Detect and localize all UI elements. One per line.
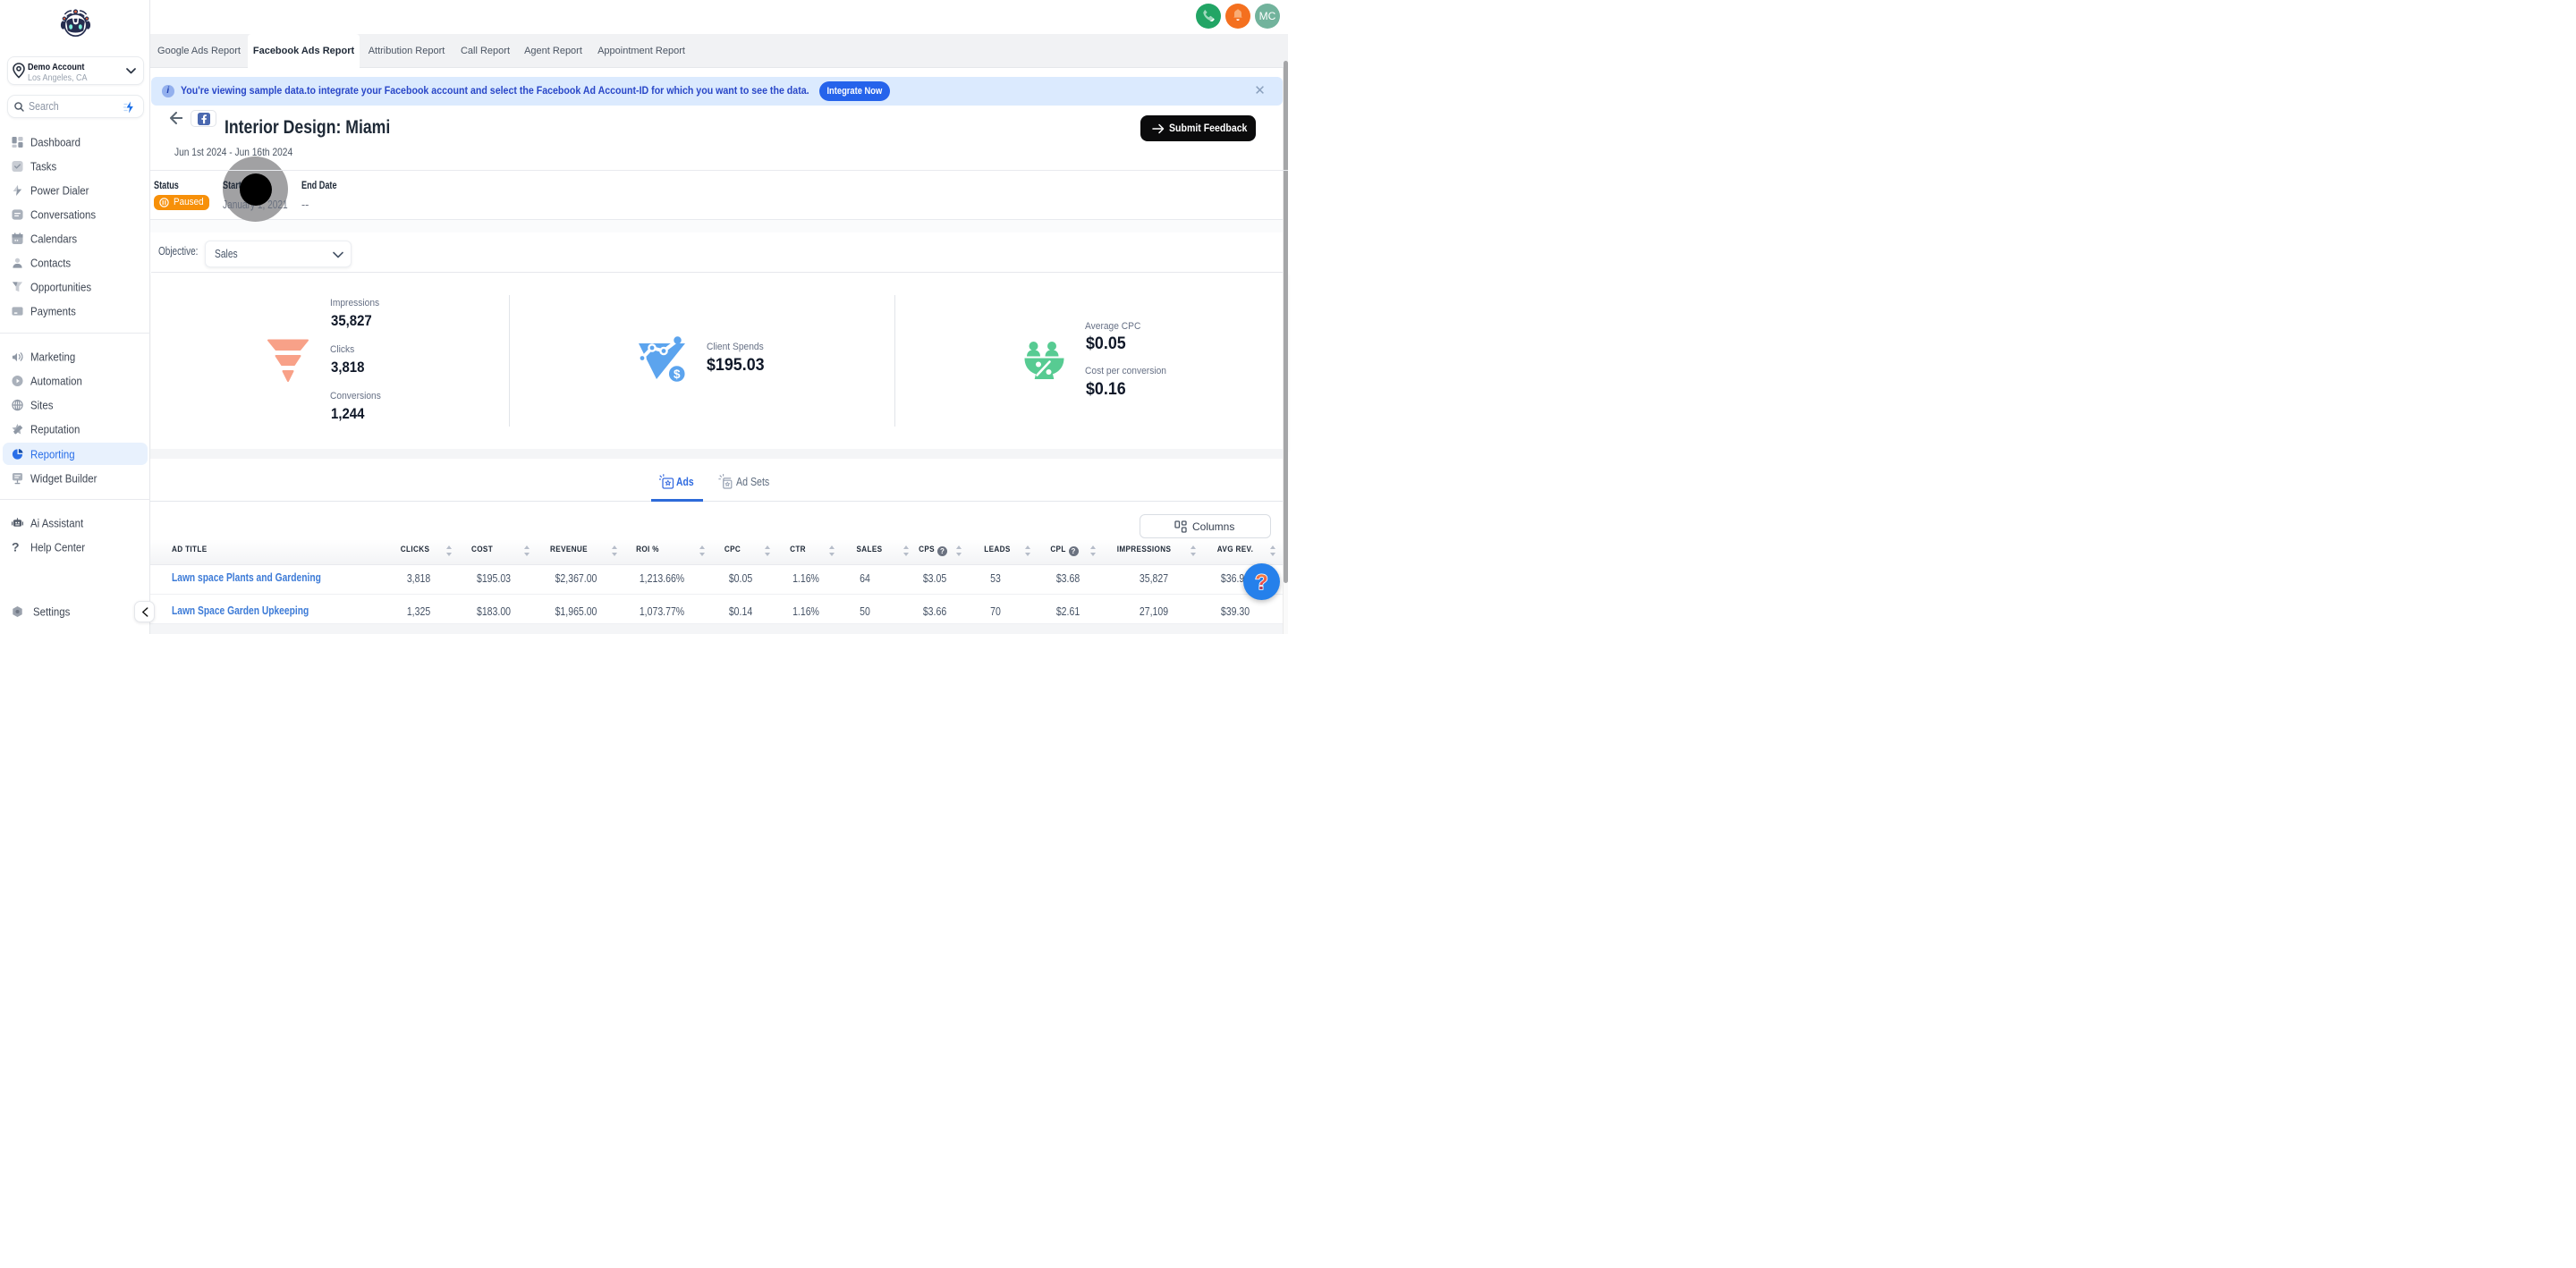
svg-text:?: ? (1255, 571, 1268, 595)
svg-text:$: $ (674, 368, 681, 381)
